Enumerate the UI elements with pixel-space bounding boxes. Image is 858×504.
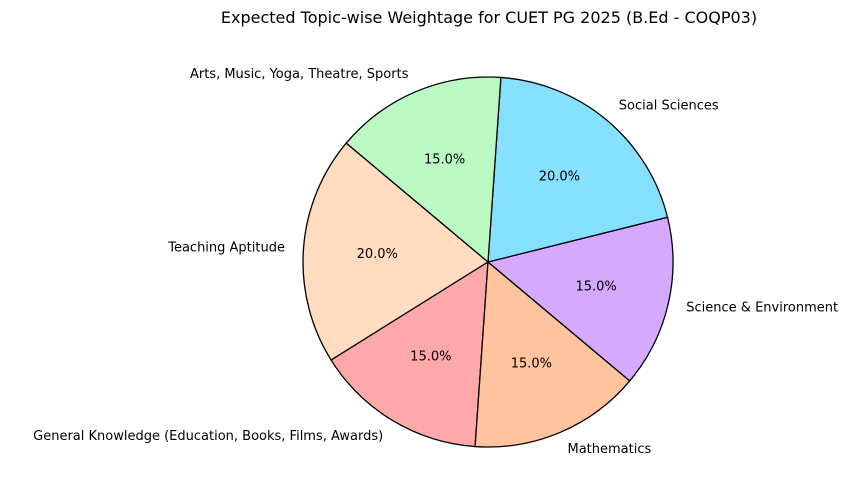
slice-category-label: Social Sciences <box>619 99 719 114</box>
pie-slice <box>474 261 631 448</box>
slice-category-label: Science & Environment <box>686 300 838 315</box>
chart-title: Expected Topic-wise Weightage for CUET P… <box>220 8 758 27</box>
slice-category-label: Arts, Music, Yoga, Theatre, Sports <box>190 67 409 82</box>
slice-category-label: General Knowledge (Education, Books, Fil… <box>33 429 383 444</box>
pie-slice <box>487 216 674 382</box>
pie-slice <box>330 261 489 448</box>
pie-slice <box>345 76 502 263</box>
slice-percent-label: 15.0% <box>575 279 616 294</box>
slice-percent-label: 20.0% <box>357 247 398 262</box>
slice-percent-label: 15.0% <box>410 350 451 365</box>
slice-category-label: Mathematics <box>568 442 652 457</box>
pie-slice <box>302 142 489 361</box>
slice-percent-label: 20.0% <box>539 169 580 184</box>
slice-percent-label: 15.0% <box>424 152 465 167</box>
slice-percent-label: 15.0% <box>511 357 552 372</box>
pie-slice <box>487 76 669 263</box>
slice-category-label: Teaching Aptitude <box>167 240 285 255</box>
